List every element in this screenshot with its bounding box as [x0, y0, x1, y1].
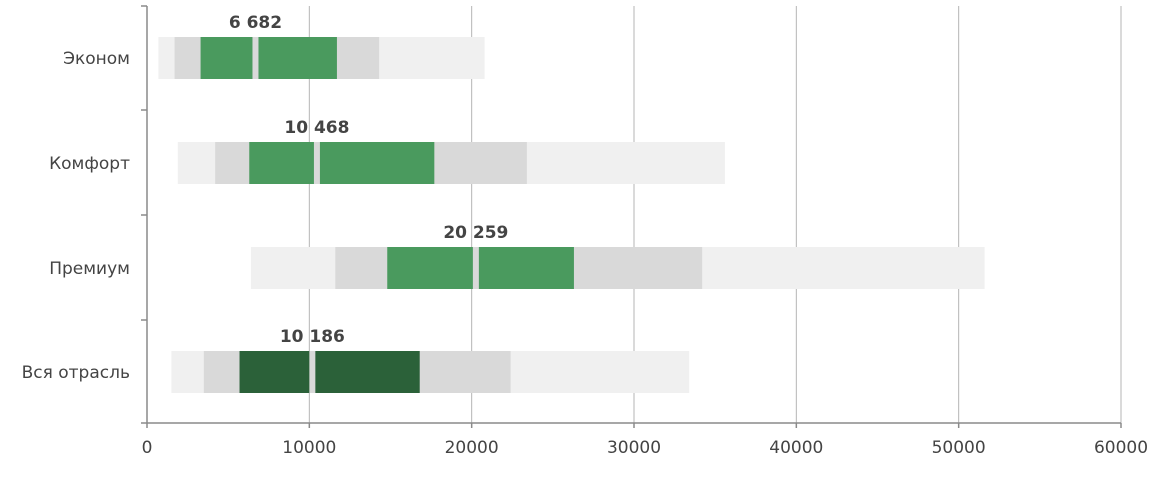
quartile-lower-bar [249, 142, 314, 184]
row-3 [171, 351, 690, 393]
category-label: Комфорт [49, 154, 130, 174]
labels: 6 682 Эконом 10 468 Комфорт 20 259 Премиум 10 … [22, 13, 1148, 458]
quartile-upper-bar [315, 351, 420, 393]
quartile-upper-bar [478, 247, 574, 289]
category-label: Эконом [63, 49, 130, 69]
quartile-lower-bar [239, 351, 310, 393]
median-label: 10 186 [280, 327, 345, 347]
quartile-lower-bar [200, 37, 253, 79]
row-1 [177, 142, 725, 184]
median-label: 10 468 [284, 118, 349, 138]
row-0 [158, 37, 485, 79]
x-tick-label: 20000 [445, 438, 499, 458]
x-tick-label: 10000 [282, 438, 336, 458]
range-bars [158, 37, 985, 393]
median-label: 6 682 [229, 13, 282, 33]
category-label: Премиум [49, 259, 130, 279]
x-tick-label: 30000 [607, 438, 661, 458]
x-tick-label: 60000 [1094, 438, 1148, 458]
row-2 [250, 247, 985, 289]
x-tick-label: 0 [142, 438, 153, 458]
quartile-upper-bar [258, 37, 337, 79]
category-label: Вся отрасль [22, 363, 130, 383]
quartile-lower-bar [387, 247, 473, 289]
axes [141, 5, 1122, 428]
quartile-upper-bar [319, 142, 435, 184]
x-tick-label: 40000 [769, 438, 823, 458]
median-label: 20 259 [443, 223, 508, 243]
x-tick-label: 50000 [932, 438, 986, 458]
